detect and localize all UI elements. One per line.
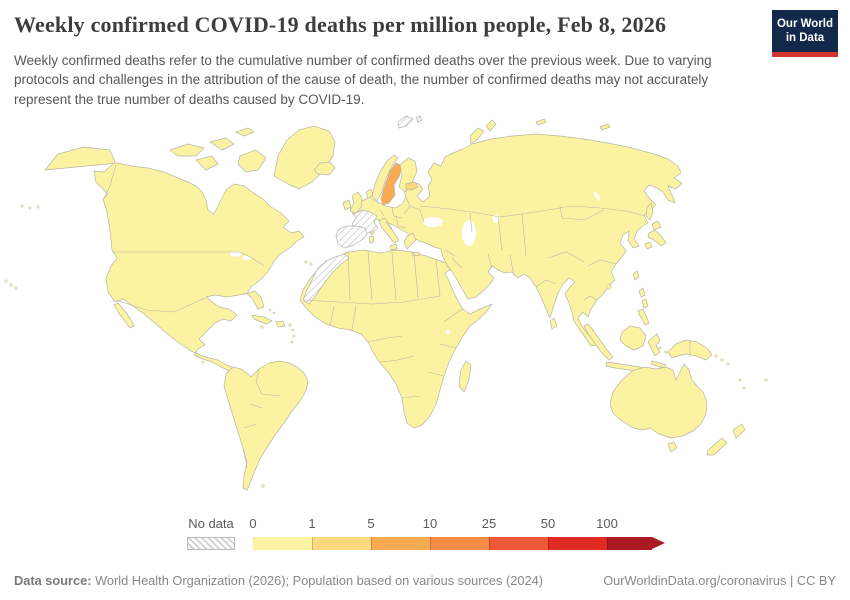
legend-tick-line <box>312 537 313 550</box>
region-philippines[interactable] <box>637 287 650 326</box>
owid-logo[interactable]: Our World in Data <box>772 10 838 57</box>
region-greenland[interactable] <box>273 125 336 190</box>
region-svalbard[interactable] <box>397 115 423 129</box>
region-sri-lanka[interactable] <box>549 317 558 330</box>
legend-tick-0: 0 <box>249 516 257 531</box>
legend-tick-50: 50 <box>540 516 556 531</box>
region-denmark[interactable] <box>365 188 374 199</box>
legend-tick-10: 10 <box>422 516 438 531</box>
region-iceland[interactable] <box>313 161 336 176</box>
legend-tick-line <box>607 537 608 550</box>
region-sweden[interactable] <box>380 162 403 206</box>
legend-tick-line <box>548 537 549 550</box>
legend-tick-line <box>489 537 490 550</box>
legend-bin-25-50[interactable] <box>489 537 548 550</box>
legend-arrow <box>652 537 665 549</box>
region-north-america[interactable] <box>44 146 305 380</box>
data-source-text: World Health Organization (2026); Popula… <box>91 573 543 588</box>
region-arctic-islands[interactable] <box>169 127 267 173</box>
legend-bin-5-10[interactable] <box>371 537 430 550</box>
region-baja[interactable] <box>113 302 135 329</box>
region-taiwan[interactable] <box>632 270 640 281</box>
legend-bin-10-25[interactable] <box>430 537 489 550</box>
region-russian-arctic[interactable] <box>469 118 611 145</box>
legend-tick-line <box>430 537 431 550</box>
owid-link[interactable]: OurWorldinData.org/coronavirus | CC BY <box>603 573 836 588</box>
legend-bin-100+[interactable] <box>607 537 652 550</box>
region-south-america[interactable] <box>223 360 309 491</box>
data-source-note: Data source: World Health Organization (… <box>14 573 543 588</box>
region-morocco[interactable] <box>302 253 350 305</box>
legend-tick-1: 1 <box>308 516 316 531</box>
legend-tick-100: 100 <box>596 516 618 531</box>
legend-tick-line <box>371 537 372 550</box>
region-italy[interactable] <box>368 217 400 251</box>
legend-bin-1-5[interactable] <box>312 537 371 550</box>
region-greece[interactable] <box>403 232 421 257</box>
region-japan[interactable] <box>644 220 667 250</box>
owid-logo-line2: in Data <box>785 32 825 45</box>
region-eurasia[interactable] <box>349 133 683 347</box>
legend-tick-5: 5 <box>367 516 375 531</box>
region-australia[interactable] <box>609 363 708 453</box>
legend-tick-25: 25 <box>481 516 497 531</box>
no-data-label: No data <box>188 516 234 531</box>
region-estonia[interactable] <box>405 181 419 191</box>
region-norway[interactable] <box>371 154 399 202</box>
region-new-zealand[interactable] <box>706 423 746 456</box>
region-iberia[interactable] <box>335 225 368 249</box>
region-indonesia[interactable] <box>583 323 667 373</box>
country-borders <box>103 164 691 469</box>
region-madagascar[interactable] <box>458 360 472 393</box>
region-sakhalin[interactable] <box>645 202 654 221</box>
data-source-label: Data source: <box>14 573 92 588</box>
inland-seas <box>230 191 600 334</box>
chart-subtitle: Weekly confirmed deaths refer to the cum… <box>14 53 712 107</box>
legend-bin-50-100[interactable] <box>548 537 607 550</box>
legend-bin-0-1[interactable] <box>253 537 312 550</box>
page-title: Weekly confirmed COVID-19 deaths per mil… <box>14 12 667 37</box>
region-caribbean[interactable] <box>251 314 286 328</box>
owid-logo-line1: Our World <box>776 18 833 30</box>
region-british-isles[interactable] <box>342 191 363 215</box>
no-data-swatch[interactable] <box>187 537 235 550</box>
small-islands <box>4 204 768 488</box>
